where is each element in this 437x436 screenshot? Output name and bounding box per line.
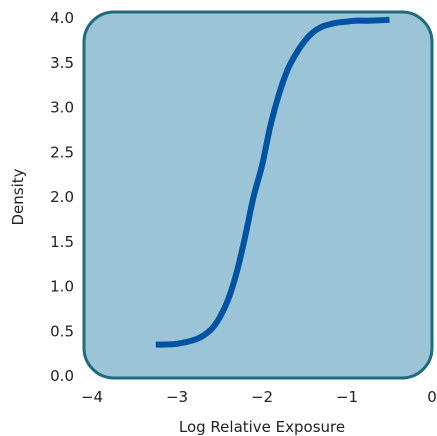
y-tick-label: 1.0 <box>50 278 74 296</box>
y-tick-label: 4.0 <box>50 9 74 27</box>
plot-area <box>82 10 434 380</box>
y-axis-label: Density <box>9 168 27 225</box>
y-tick-label: 3.0 <box>50 99 74 117</box>
x-axis-label: Log Relative Exposure <box>179 418 345 436</box>
x-tick-labels: −4 −3 −2 −1 0 <box>81 388 437 406</box>
x-tick-label: −1 <box>336 388 358 406</box>
y-tick-label: 2.5 <box>50 143 74 161</box>
x-tick-label: −4 <box>81 388 103 406</box>
x-tick-label: −3 <box>166 388 188 406</box>
y-tick-label: 1.5 <box>50 233 74 251</box>
series-line-0 <box>155 16 390 348</box>
y-tick-label: 2.0 <box>50 188 74 206</box>
x-tick-label: −2 <box>251 388 273 406</box>
y-tick-label: 0.0 <box>50 367 74 385</box>
y-tick-label: 3.5 <box>50 54 74 72</box>
x-tick-label: 0 <box>427 388 437 406</box>
y-tick-labels: 0.0 0.5 1.0 1.5 2.0 2.5 3.0 3.5 4.0 <box>50 9 74 385</box>
y-tick-label: 0.5 <box>50 322 74 340</box>
series-layer <box>155 16 390 348</box>
